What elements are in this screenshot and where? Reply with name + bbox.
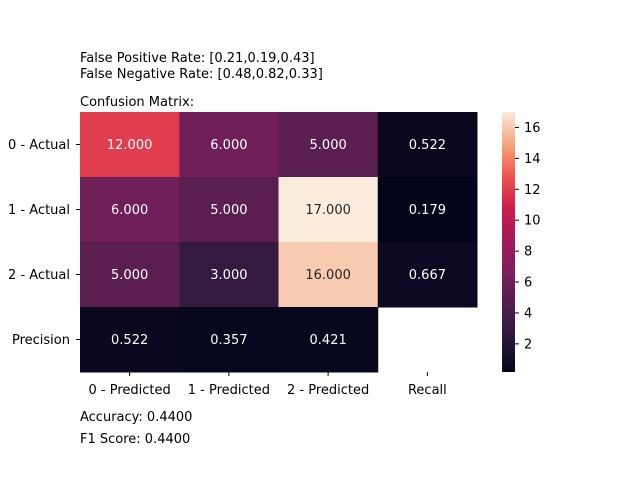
column-label: 0 - Predicted xyxy=(88,383,170,398)
heatmap-cell xyxy=(377,177,478,243)
heatmap-cell xyxy=(80,177,180,243)
cell-value-label: 6.000 xyxy=(210,138,247,153)
row-label: 2 - Actual xyxy=(8,268,70,283)
cell-value-label: 0.357 xyxy=(210,333,247,348)
cell-value-label: 17.000 xyxy=(305,203,351,218)
cell-value-label: 12.000 xyxy=(107,138,153,153)
false-negative-rate: False Negative Rate: [0.48,0.82,0.33] xyxy=(80,67,323,82)
heatmap-cell xyxy=(377,112,478,178)
column-label: 1 - Predicted xyxy=(188,383,270,398)
accuracy-text: Accuracy: 0.4400 xyxy=(80,410,193,425)
heatmap-cell xyxy=(179,112,279,178)
column-label: Recall xyxy=(408,383,447,398)
colorbar-tick-label: 8 xyxy=(524,245,532,260)
row-label: Precision xyxy=(12,333,70,348)
heatmap-cell xyxy=(278,177,379,243)
heatmap-cell xyxy=(80,112,180,178)
false-positive-rate: False Positive Rate: [0.21,0.19,0.43] xyxy=(80,51,315,66)
confusion-matrix-title: Confusion Matrix: xyxy=(80,95,195,110)
heatmap-cell xyxy=(80,307,180,373)
cell-value-label: 6.000 xyxy=(111,203,148,218)
cell-value-label: 0.667 xyxy=(409,268,446,283)
colorbar-tick-label: 2 xyxy=(524,337,532,352)
cell-value-label: 0.522 xyxy=(111,333,148,348)
cell-value-label: 16.000 xyxy=(305,268,351,283)
colorbar-tick-label: 16 xyxy=(524,121,541,136)
heatmap-cell xyxy=(80,242,180,308)
heatmap-cell xyxy=(179,242,279,308)
cell-value-label: 5.000 xyxy=(210,203,247,218)
cell-value-label: 5.000 xyxy=(310,138,347,153)
row-label: 1 - Actual xyxy=(8,203,70,218)
column-label: 2 - Predicted xyxy=(287,383,369,398)
cell-value-label: 0.421 xyxy=(310,333,347,348)
f1-score-text: F1 Score: 0.4400 xyxy=(80,432,191,447)
cell-value-label: 3.000 xyxy=(210,268,247,283)
row-label: 0 - Actual xyxy=(8,138,70,153)
colorbar-tick-label: 6 xyxy=(524,276,532,291)
colorbar-tick-label: 14 xyxy=(524,152,541,167)
heatmap-cell xyxy=(179,307,279,373)
heatmap-cell xyxy=(179,177,279,243)
colorbar-tick-label: 4 xyxy=(524,306,532,321)
colorbar xyxy=(502,112,515,372)
cell-value-label: 5.000 xyxy=(111,268,148,283)
heatmap-cell xyxy=(278,112,379,178)
colorbar-tick-label: 12 xyxy=(524,183,541,198)
heatmap-cell xyxy=(278,307,379,373)
cell-value-label: 0.522 xyxy=(409,138,446,153)
cell-value-label: 0.179 xyxy=(409,203,446,218)
colorbar-tick-label: 10 xyxy=(524,214,541,229)
heatmap-cell xyxy=(278,242,379,308)
heatmap-cell xyxy=(377,242,478,308)
